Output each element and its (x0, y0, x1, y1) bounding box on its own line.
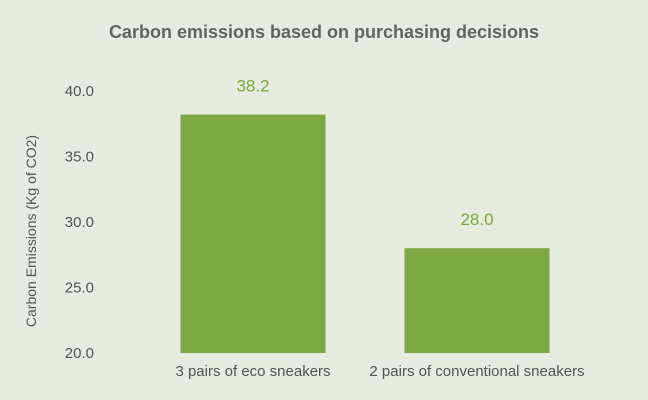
x-category-label: 2 pairs of conventional sneakers (369, 363, 584, 380)
bar (180, 114, 326, 353)
x-category-label: 3 pairs of eco sneakers (175, 363, 330, 380)
y-axis-ticks: 20.0 25.0 30.0 35.0 40.0 (65, 83, 94, 362)
bar (404, 248, 550, 353)
data-label: 38.2 (236, 77, 269, 96)
bars-group (180, 114, 550, 353)
data-labels-group: 38.2 28.0 (236, 77, 493, 230)
y-tick-label: 20.0 (65, 345, 94, 362)
y-tick-label: 25.0 (65, 280, 94, 297)
y-tick-label: 40.0 (65, 83, 94, 100)
y-axis-label: Carbon Emissions (Kg of CO2) (23, 135, 39, 327)
chart-title: Carbon emissions based on purchasing dec… (109, 22, 539, 42)
y-tick-label: 35.0 (65, 149, 94, 166)
y-tick-label: 30.0 (65, 214, 94, 231)
x-axis-labels: 3 pairs of eco sneakers 2 pairs of conven… (175, 363, 584, 380)
data-label: 28.0 (460, 210, 493, 229)
